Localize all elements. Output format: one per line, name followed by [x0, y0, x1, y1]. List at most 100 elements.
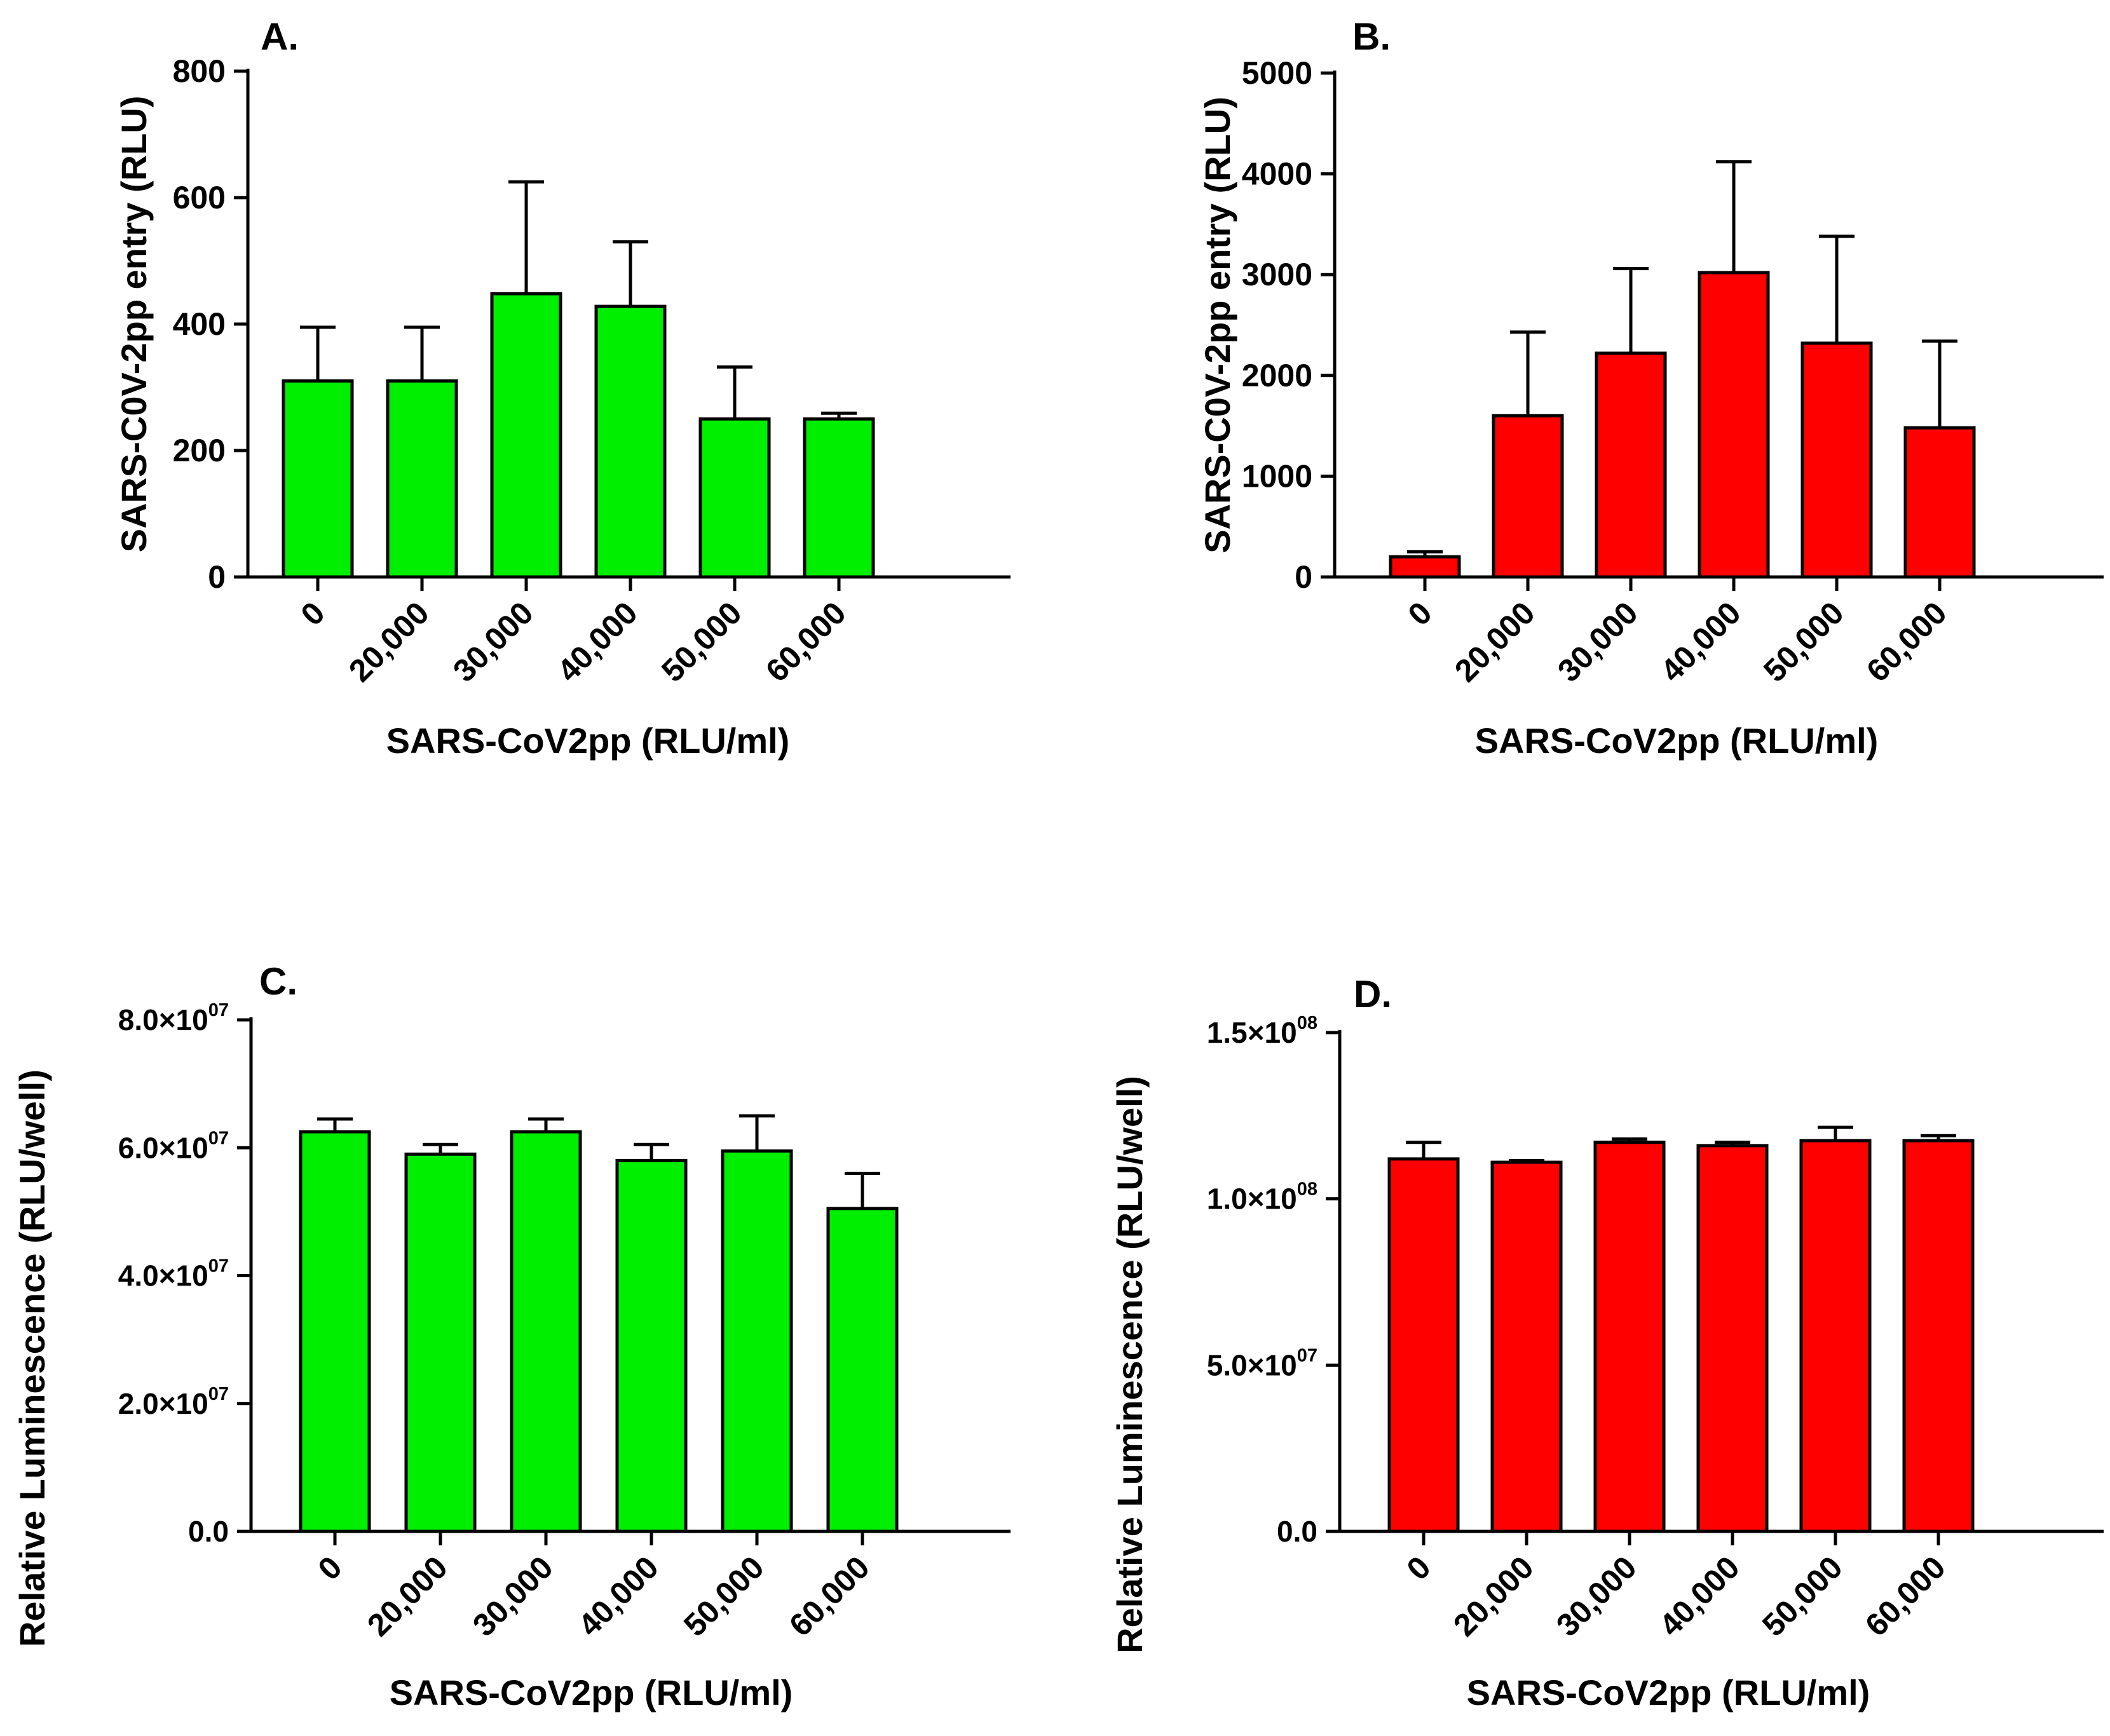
y-tick-exponent: 07: [208, 1256, 229, 1277]
x-tick-label: 20,000: [342, 595, 436, 689]
y-tick-mantissa: 0.0: [1277, 1515, 1317, 1548]
y-tick-label: 5000: [1242, 55, 1312, 91]
bar: [1595, 351, 1667, 579]
bar: [1593, 1141, 1666, 1533]
y-tick-mantissa: 1.0×10: [1207, 1183, 1297, 1216]
x-axis-title: SARS-CoV2pp (RLU/ml): [386, 721, 790, 761]
x-axis-title: SARS-CoV2pp (RLU/ml): [1475, 721, 1879, 761]
x-tick-label: 20,000: [1448, 595, 1542, 689]
bar: [1698, 271, 1770, 579]
x-tick-label: 50,000: [655, 595, 749, 689]
x-axis-title: SARS-CoV2pp (RLU/ml): [390, 1672, 793, 1712]
y-tick-label: 2000: [1242, 358, 1312, 393]
y-tick-mantissa: 8.0×10: [118, 1003, 208, 1036]
bar: [386, 379, 458, 579]
x-tick-label: 0: [294, 595, 332, 632]
panel-label: A.: [261, 15, 299, 58]
bar: [615, 1158, 688, 1533]
x-tick-label: 60,000: [782, 1549, 876, 1643]
bar: [1800, 341, 1873, 579]
x-axis-title: SARS-CoV2pp (RLU/ml): [1467, 1672, 1870, 1712]
y-axis-title: Relative Luminescence (RLU/well): [1110, 1076, 1150, 1653]
x-tick-label: 40,000: [1652, 1549, 1746, 1643]
y-tick-label: 1.0×1008: [1207, 1179, 1317, 1216]
y-tick-label: 3000: [1242, 257, 1312, 292]
bar: [803, 417, 875, 579]
y-tick-label: 1000: [1242, 458, 1312, 494]
y-tick-label: 1.5×1008: [1207, 1013, 1317, 1049]
panel-label: D.: [1354, 973, 1392, 1015]
y-tick-mantissa: 2.0×10: [118, 1387, 208, 1420]
x-tick-label: 0: [1401, 595, 1439, 632]
y-tick-label: 0.0: [188, 1515, 229, 1548]
bar: [299, 1130, 371, 1533]
x-tick-label: 40,000: [1654, 595, 1748, 689]
x-tick-label: 30,000: [1549, 1549, 1644, 1643]
y-tick-exponent: 07: [208, 1128, 229, 1148]
y-tick-label: 6.0×1007: [118, 1128, 229, 1164]
y-tick-mantissa: 6.0×10: [118, 1131, 208, 1164]
bar: [698, 417, 771, 579]
bar: [594, 304, 667, 579]
bar: [282, 379, 354, 579]
y-tick-exponent: 07: [208, 1384, 229, 1404]
y-tick-label: 400: [173, 306, 226, 342]
y-tick-label: 200: [173, 433, 226, 468]
x-tick-label: 30,000: [1551, 595, 1645, 689]
bar: [1492, 414, 1564, 579]
y-tick-exponent: 08: [1297, 1179, 1317, 1200]
x-tick-label: 20,000: [1446, 1549, 1541, 1643]
bar: [490, 292, 562, 579]
x-tick-label: 40,000: [571, 1549, 665, 1643]
y-axis-title: SARS-C0V-2pp entry (RLU): [114, 96, 154, 553]
bar: [1490, 1160, 1563, 1533]
y-tick-exponent: 07: [208, 1000, 229, 1021]
y-tick-mantissa: 0.0: [188, 1515, 229, 1548]
bar: [721, 1149, 793, 1533]
y-tick-label: 5.0×1007: [1207, 1345, 1317, 1381]
y-tick-label: 8.0×1007: [118, 1000, 229, 1036]
y-tick-label: 600: [173, 180, 226, 215]
y-tick-exponent: 07: [1297, 1345, 1317, 1366]
panel-label: C.: [259, 960, 297, 1003]
x-tick-label: 30,000: [466, 1549, 560, 1643]
bar: [1903, 426, 1976, 579]
bar: [1696, 1144, 1769, 1533]
y-axis-title: Relative Luminescence (RLU/well): [12, 1069, 52, 1647]
y-tick-mantissa: 5.0×10: [1207, 1348, 1297, 1381]
y-tick-label: 0: [208, 559, 226, 595]
bar: [404, 1152, 477, 1533]
y-tick-label: 0: [1295, 559, 1312, 595]
x-tick-label: 60,000: [1858, 1549, 1952, 1643]
x-tick-label: 60,000: [759, 595, 853, 689]
x-tick-label: 40,000: [550, 595, 644, 689]
x-tick-label: 20,000: [360, 1549, 454, 1643]
y-tick-label: 0.0: [1277, 1515, 1317, 1548]
chart-panel-a: A. 0 200 400 600 800 0 20,000 30,000 40,000 50,000…: [114, 15, 1011, 761]
x-tick-label: 0: [1400, 1549, 1438, 1587]
x-tick-label: 50,000: [1755, 1549, 1849, 1643]
y-tick-mantissa: 1.5×10: [1207, 1016, 1297, 1049]
bar: [1387, 1157, 1460, 1533]
bar: [1902, 1139, 1975, 1533]
x-tick-label: 60,000: [1860, 595, 1954, 689]
y-tick-label: 4.0×1007: [118, 1256, 229, 1292]
bar: [826, 1207, 899, 1533]
y-tick-exponent: 08: [1297, 1013, 1317, 1033]
y-tick-label: 2.0×1007: [118, 1384, 229, 1420]
panel-label: B.: [1352, 15, 1391, 58]
bar: [1389, 555, 1461, 579]
y-tick-label: 800: [173, 53, 226, 89]
x-tick-label: 50,000: [677, 1549, 771, 1643]
y-tick-mantissa: 4.0×10: [118, 1259, 208, 1292]
bar: [1799, 1139, 1872, 1533]
x-tick-label: 50,000: [1757, 595, 1851, 689]
y-tick-label: 4000: [1242, 156, 1312, 192]
bar: [510, 1130, 582, 1533]
y-axis-title: SARS-C0V-2pp entry (RLU): [1197, 97, 1237, 553]
x-tick-label: 30,000: [446, 595, 540, 689]
